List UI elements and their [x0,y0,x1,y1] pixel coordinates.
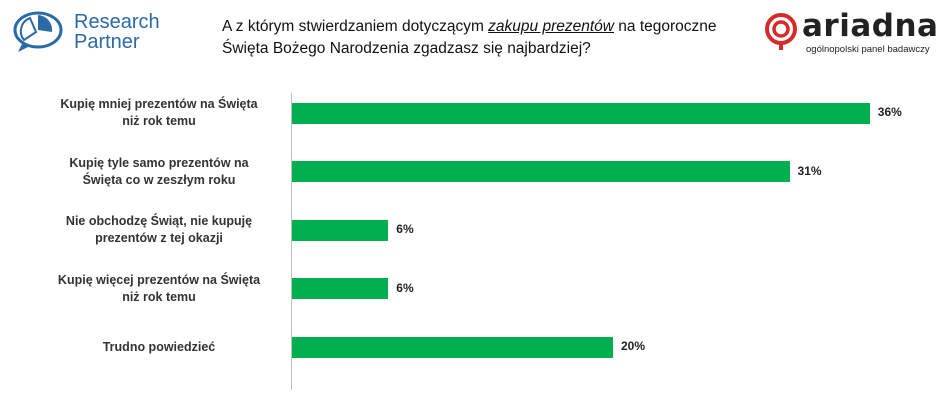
ariadna-tagline: ogólnopolski panel badawczy [806,44,930,55]
value-label: 31% [797,163,822,178]
brand-left-line2: Partner [74,31,140,53]
category-label-line: Kupię tyle samo prezentów na [69,155,249,170]
category-label-line: Święta co w zeszłym roku [82,172,236,187]
bar [292,278,389,299]
research-partner-logo: Research Partner [12,8,182,56]
research-partner-icon [13,11,63,52]
bar [292,102,870,124]
category-label-line: Trudno powiedzieć [102,339,216,354]
category-label: Trudno powiedzieć [40,339,278,356]
ariadna-spiral-icon [765,13,797,50]
bar [292,336,613,358]
category-label-line: niż rok temu [122,114,196,128]
title-suffix: na tegoroczne Święta Bożego Narodzenia z… [222,18,717,57]
research-partner-wordmark: Research Partner [74,12,160,52]
value-label: 6% [396,280,414,295]
category-label-line: prezentów z tej okazji [95,231,223,245]
category-label: Kupię więcej prezentów na Święta niż rok … [40,272,278,306]
category-label: Kupię tyle samo prezentów na Święta co w … [40,155,278,189]
category-label-line: Kupię mniej prezentów na Święta [60,97,258,111]
ariadna-wordmark: ariadna [802,8,939,44]
ariadna-logo: ariadna ogólnopolski panel badawczy [764,8,938,60]
value-label: 36% [877,105,902,119]
bar [292,161,790,182]
category-label-line: Kupię więcej prezentów na Święta [57,272,261,287]
title-emphasis: zakupu prezentów [488,18,614,35]
brand-left-line1: Research [74,11,160,33]
category-label: Nie obchodzę Świąt, nie kupuję prezentów … [40,213,278,247]
value-label: 20% [621,339,646,353]
category-label: Kupię mniej prezentów na Święta niż rok t… [40,96,278,130]
value-label: 6% [396,222,414,236]
title-prefix: A z którym stwierdzaniem dotyczącym [222,18,489,35]
category-label-line: niż rok temu [122,289,196,304]
category-label-line: Nie obchodzę Świąt, nie kupuję [65,214,253,228]
category-axis-line [291,93,292,390]
bar [292,219,389,241]
chart-title: A z którym stwierdzaniem dotyczącym zaku… [222,16,722,60]
